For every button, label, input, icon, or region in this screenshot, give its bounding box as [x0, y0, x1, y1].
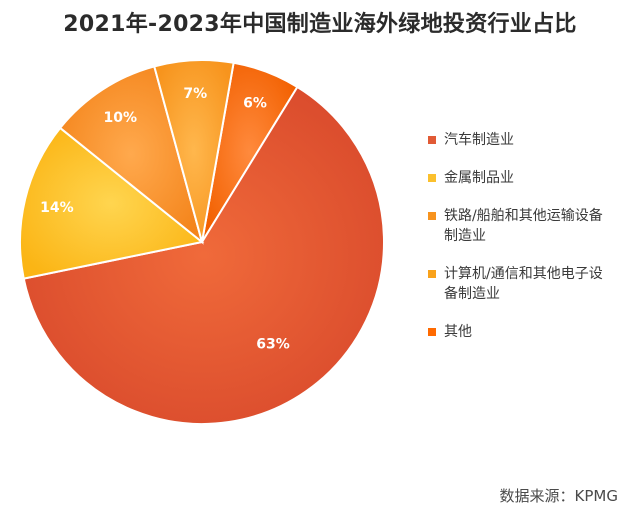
legend-label-line: 其他 [444, 324, 472, 340]
legend-swatch [428, 174, 436, 182]
legend-label-line: 计算机/通信和其他电子设 [444, 266, 603, 282]
slice-label-3: 7% [183, 86, 207, 102]
source-note: 数据来源：KPMG [499, 487, 618, 505]
pie-slice-0 [22, 85, 385, 425]
slice-label-4: 6% [243, 95, 267, 111]
pie-slice-3 [153, 59, 235, 243]
legend-swatch [428, 270, 436, 278]
legend-label-line: 汽车制造业 [444, 132, 514, 148]
chart-title: 2021年-2023年中国制造业海外绿地投资行业占比 [63, 12, 577, 37]
legend-swatch [428, 212, 436, 220]
legend-item-1: 金属制品业 [428, 168, 633, 188]
legend-label-line: 制造业 [444, 228, 486, 244]
pie-slice-1 [19, 126, 205, 280]
legend: 汽车制造业 金属制品业 铁路/船舶和其他运输设备 制造业 计算机/通信和其他电子设 备制造… [428, 130, 633, 360]
legend-label-line: 金属制品业 [444, 170, 514, 186]
legend-label-line: 铁路/船舶和其他运输设备 [444, 208, 603, 224]
slice-label-0: 63% [256, 336, 290, 352]
legend-item-3: 计算机/通信和其他电子设 备制造业 [428, 264, 633, 304]
pie-slice-2 [58, 65, 204, 245]
legend-swatch [428, 136, 436, 144]
slice-label-2: 10% [104, 110, 138, 126]
legend-swatch [428, 328, 436, 336]
legend-item-2: 铁路/船舶和其他运输设备 制造业 [428, 206, 633, 246]
legend-item-4: 其他 [428, 322, 633, 342]
slice-label-1: 14% [40, 200, 74, 216]
legend-item-0: 汽车制造业 [428, 130, 633, 150]
legend-label-line: 备制造业 [444, 286, 500, 302]
